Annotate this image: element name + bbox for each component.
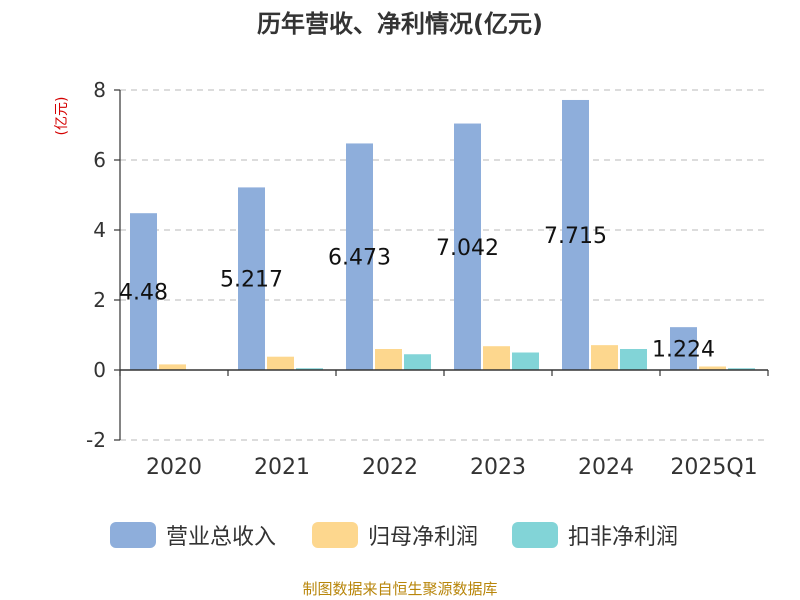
x-tick-label: 2024 — [578, 455, 634, 480]
y-tick-label: 2 — [93, 288, 106, 312]
bar-revenue — [346, 143, 373, 370]
x-tick-label: 2022 — [362, 455, 418, 480]
bar-deducted-net-profit — [728, 368, 755, 370]
y-tick-label: -2 — [86, 428, 106, 452]
data-label: 1.224 — [652, 338, 715, 363]
grid-lines — [120, 89, 768, 441]
legend-label-revenue: 营业总收入 — [166, 525, 277, 550]
bar-net-profit — [591, 345, 618, 370]
bar-net-profit — [267, 356, 294, 370]
legend-item-revenue[interactable]: 营业总收入 — [110, 518, 276, 552]
axes: -2 0 2 4 6 8 (亿元) 2020 2021 2022 2023 2024 2025Q1 — [54, 78, 769, 480]
bar-revenue — [670, 327, 697, 370]
value-labels: 4.48 5.217 6.473 7.042 7.715 1.224 — [119, 224, 715, 363]
y-tick-label: 6 — [93, 148, 106, 172]
bar-revenue — [130, 213, 157, 370]
bar-deducted-net-profit — [296, 368, 323, 370]
x-tick-label: 2025Q1 — [670, 455, 757, 480]
bar-deducted-net-profit — [620, 349, 647, 370]
bar-net-profit — [483, 346, 510, 370]
y-tick-label: 4 — [93, 218, 106, 242]
bar-revenue — [454, 123, 481, 370]
legend-item-deducted-net-profit[interactable]: 扣非净利润 — [512, 518, 678, 552]
chart-title: 历年营收、净利情况(亿元) — [257, 10, 543, 38]
legend-swatch-revenue — [110, 522, 156, 548]
data-label: 6.473 — [328, 246, 391, 271]
bars — [130, 99, 755, 371]
legend-swatch-deducted-net-profit — [512, 522, 558, 548]
legend-label-deducted-net-profit: 扣非净利润 — [568, 525, 679, 550]
bar-net-profit — [159, 364, 186, 370]
bar-revenue — [238, 187, 265, 370]
bar-revenue — [562, 99, 589, 370]
x-tick-label: 2021 — [254, 455, 310, 480]
source-note: 制图数据来自恒生聚源数据库 — [302, 580, 498, 598]
y-axis-unit-label: (亿元) — [54, 97, 70, 136]
y-tick-label: 0 — [93, 358, 106, 382]
data-label: 5.217 — [220, 268, 283, 293]
data-label: 7.042 — [436, 236, 499, 261]
data-label: 7.715 — [544, 224, 607, 249]
bar-deducted-net-profit — [404, 354, 431, 370]
legend-swatch-net-profit — [312, 522, 358, 548]
bar-deducted-net-profit — [512, 352, 539, 370]
x-tick-label: 2023 — [470, 455, 526, 480]
legend-item-net-profit[interactable]: 归母净利润 — [312, 518, 478, 552]
y-tick-label: 8 — [93, 78, 106, 102]
x-tick-label: 2020 — [146, 455, 202, 480]
bar-net-profit — [375, 349, 402, 370]
bar-net-profit — [699, 366, 726, 370]
legend-label-net-profit: 归母净利润 — [368, 525, 479, 550]
data-label: 4.48 — [119, 281, 168, 306]
